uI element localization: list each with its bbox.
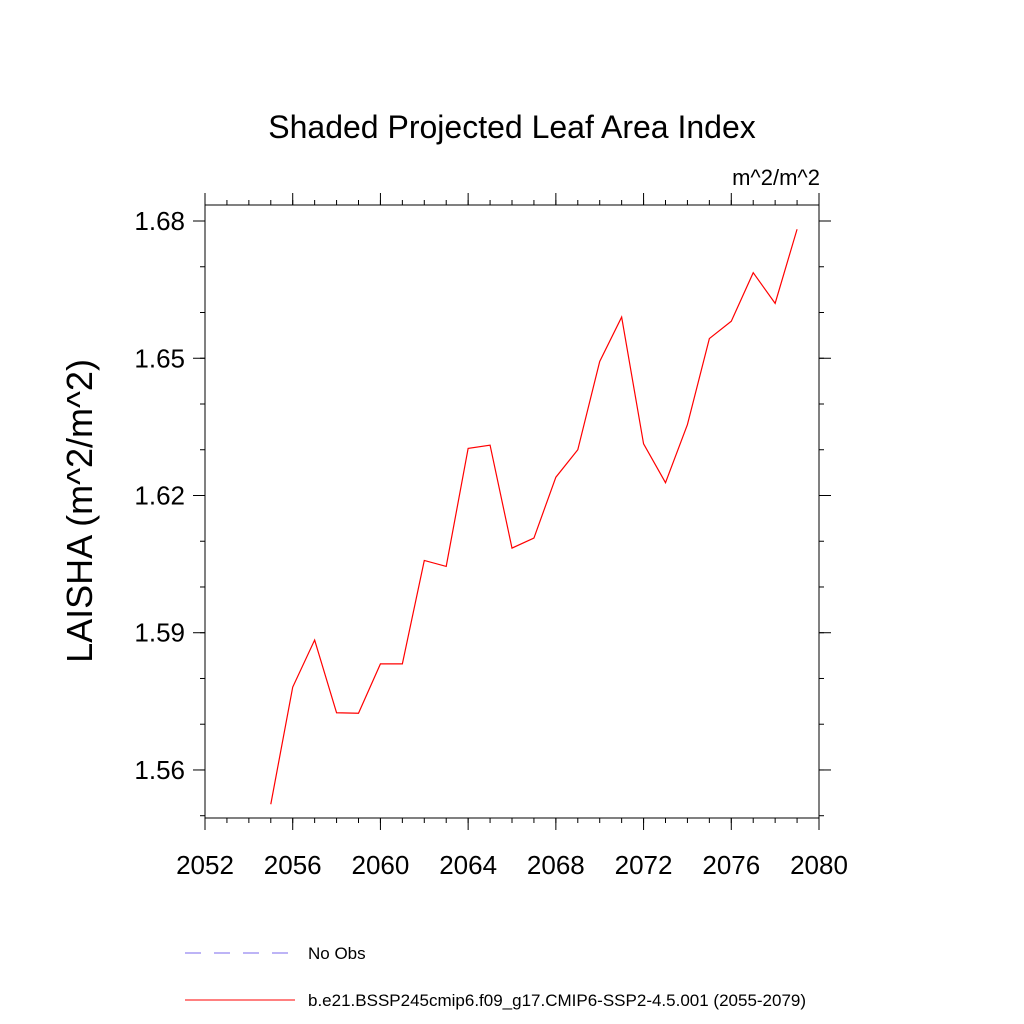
y-tick-label: 1.56 bbox=[134, 755, 185, 785]
x-tick-label: 2056 bbox=[264, 850, 322, 880]
legend-label: No Obs bbox=[308, 944, 366, 963]
y-tick-label: 1.68 bbox=[134, 206, 185, 236]
y-axis-label: LAISHA (m^2/m^2) bbox=[59, 359, 100, 663]
series-line bbox=[270, 229, 798, 805]
units-label: m^2/m^2 bbox=[732, 165, 820, 190]
x-tick-label: 2052 bbox=[176, 850, 234, 880]
x-tick-label: 2060 bbox=[352, 850, 410, 880]
y-tick-label: 1.59 bbox=[134, 618, 185, 648]
x-tick-label: 2076 bbox=[702, 850, 760, 880]
chart-title: Shaded Projected Leaf Area Index bbox=[268, 109, 755, 145]
x-tick-label: 2068 bbox=[527, 850, 585, 880]
y-tick-label: 1.65 bbox=[134, 343, 185, 373]
x-tick-label: 2064 bbox=[439, 850, 497, 880]
plot-frame bbox=[204, 204, 820, 819]
x-tick-label: 2072 bbox=[615, 850, 673, 880]
y-tick-label: 1.62 bbox=[134, 480, 185, 510]
x-tick-label: 2080 bbox=[790, 850, 848, 880]
legend-label: b.e21.BSSP245cmip6.f09_g17.CMIP6-SSP2-4.… bbox=[308, 991, 806, 1010]
